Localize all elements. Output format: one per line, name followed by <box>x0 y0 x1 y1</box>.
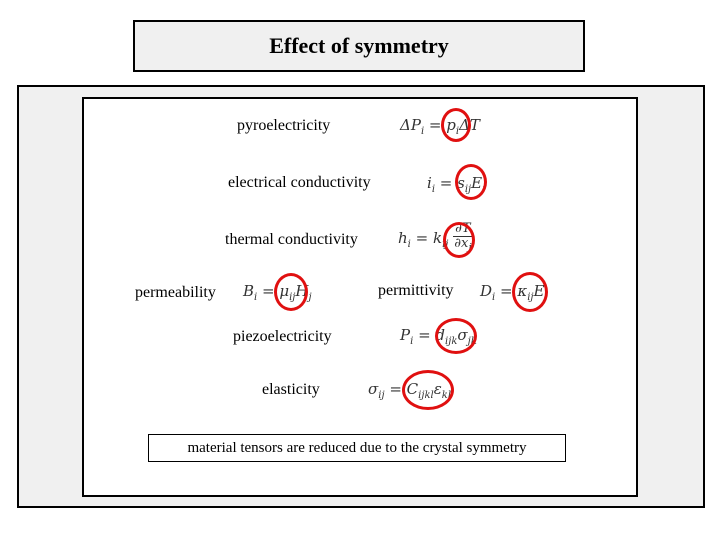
note-box: material tensors are reduced due to the … <box>148 434 566 462</box>
highlight-circle-thermal <box>443 222 475 258</box>
label-permittivity: permittivity <box>378 282 454 299</box>
highlight-circle-pyro <box>441 108 471 142</box>
highlight-circle-elasticity <box>402 370 454 410</box>
title-box: Effect of symmetry <box>133 20 585 72</box>
note-text: material tensors are reduced due to the … <box>187 439 527 456</box>
label-elasticity: elasticity <box>262 381 320 398</box>
slide-title: Effect of symmetry <box>269 33 449 58</box>
highlight-circle-permittivity <box>512 272 548 312</box>
label-piezoelectricity: piezoelectricity <box>233 328 332 345</box>
highlight-circle-electrical <box>455 164 487 200</box>
label-permeability: permeability <box>135 284 216 301</box>
highlight-circle-piezoelectricity <box>435 318 477 354</box>
label-pyroelectricity: pyroelectricity <box>237 117 331 134</box>
label-electrical-conductivity: electrical conductivity <box>228 174 371 191</box>
highlight-circle-permeability <box>274 273 308 311</box>
label-thermal-conductivity: thermal conductivity <box>225 231 358 248</box>
